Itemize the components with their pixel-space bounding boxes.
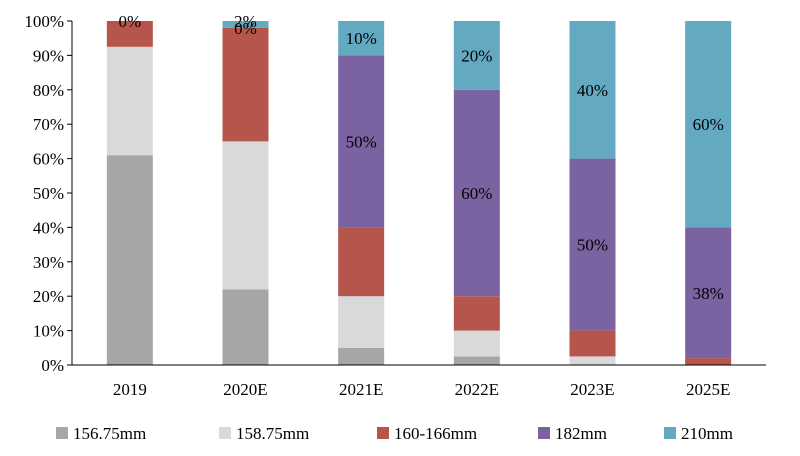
legend-swatch: [377, 427, 389, 439]
bar-segment: [338, 296, 385, 348]
bar-segment: [222, 289, 269, 365]
bar-segment: [453, 296, 500, 331]
y-tick-label: 50%: [33, 184, 64, 203]
bar-segment: [453, 330, 500, 357]
data-label: 38%: [693, 284, 724, 303]
data-label: 50%: [577, 236, 608, 255]
legend-label: 156.75mm: [73, 424, 146, 443]
bar-segment: [569, 356, 616, 365]
bar-segment: [569, 21, 616, 159]
data-label: 50%: [346, 132, 377, 151]
bar-segment: [338, 55, 385, 228]
legend-swatch: [538, 427, 550, 439]
bars: [106, 21, 732, 365]
bar-segment: [106, 46, 153, 156]
x-tick-label: 2022E: [455, 380, 499, 399]
y-tick-label: 80%: [33, 81, 64, 100]
legend-swatch: [664, 427, 676, 439]
bar-segment: [106, 21, 153, 47]
bar-segment: [338, 227, 385, 297]
bar-segment: [106, 155, 153, 365]
bar-segment: [685, 358, 732, 365]
bar-segment: [453, 89, 500, 297]
bar-segment: [569, 330, 616, 357]
y-tick-label: 10%: [33, 322, 64, 341]
legend-label: 158.75mm: [236, 424, 309, 443]
legend-label: 160-166mm: [394, 424, 477, 443]
legend-swatch: [56, 427, 68, 439]
y-tick-label: 20%: [33, 287, 64, 306]
bar-segment: [569, 158, 616, 331]
x-tick-label: 2023E: [570, 380, 614, 399]
data-labels: 0% 0%2%10%50%20%60%40%50%60%38%: [118, 12, 723, 303]
y-axis: 0% 10% 20% 30% 40% 50% 60% 70% 80% 90% 100%: [24, 12, 73, 375]
bar-segment: [685, 227, 732, 359]
x-axis: 2019 2020E 2021E 2022E 2023E 2025E: [72, 364, 766, 399]
bar-segment: [338, 21, 385, 56]
y-tick-label: 100%: [24, 12, 64, 31]
bar-segment: [685, 21, 732, 228]
data-label: 2%: [234, 12, 257, 31]
x-tick-label: 2021E: [339, 380, 383, 399]
bar-segment: [222, 27, 269, 142]
data-label: 0%: [234, 19, 257, 38]
y-tick-label: 60%: [33, 150, 64, 169]
y-tick-label: 40%: [33, 218, 64, 237]
x-tick-label: 2019: [113, 380, 147, 399]
data-label: 60%: [461, 184, 492, 203]
y-tick-label: 30%: [33, 253, 64, 272]
data-label: 10%: [346, 29, 377, 48]
data-label: 40%: [577, 81, 608, 100]
bar-segment: [222, 21, 269, 28]
legend: 156.75mm 158.75mm 160-166mm 182mm 210mm: [56, 424, 733, 443]
y-tick-label: 0%: [41, 356, 64, 375]
bar-segment: [453, 21, 500, 90]
legend-label: 182mm: [555, 424, 607, 443]
y-tick-label: 70%: [33, 115, 64, 134]
bar-segment: [453, 356, 500, 365]
legend-swatch: [219, 427, 231, 439]
y-tick-label: 90%: [33, 46, 64, 65]
x-tick-label: 2025E: [686, 380, 730, 399]
legend-label: 210mm: [681, 424, 733, 443]
data-label: 20%: [461, 46, 492, 65]
bar-segment: [338, 347, 385, 365]
bar-segment: [222, 141, 269, 290]
data-label: 0%: [118, 12, 141, 31]
data-label: 60%: [693, 115, 724, 134]
x-tick-label: 2020E: [223, 380, 267, 399]
